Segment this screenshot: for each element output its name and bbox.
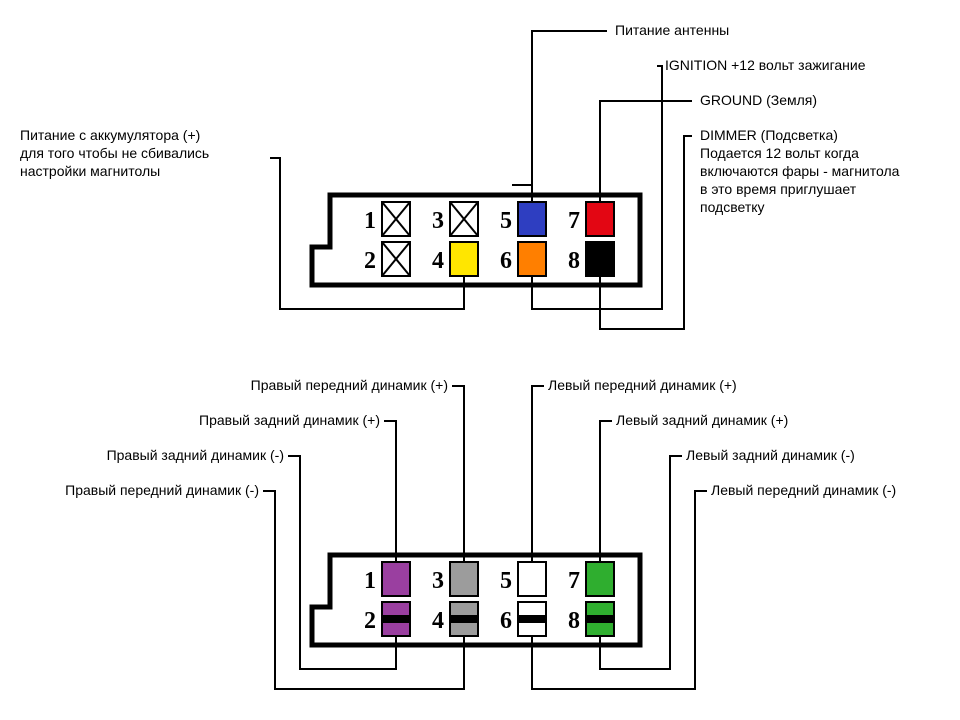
lead-a-pin5 (532, 31, 607, 202)
connector-b-pin-8-number: 8 (568, 608, 580, 634)
connector-a-pin-5 (518, 202, 546, 236)
label-b-pin4: Правый передний динамик (-) (65, 482, 259, 498)
label-b-pin1: Правый задний динамик (+) (199, 412, 380, 428)
label-a-pin4: Питание с аккумулятора (+)для того чтобы… (20, 127, 209, 179)
connector-b-pin-2-stripe (382, 615, 410, 623)
connector-b-pin-5-number: 5 (500, 568, 512, 594)
connector-b-pin-4-stripe (450, 615, 478, 623)
connector-a-pin-8 (586, 242, 614, 276)
connector-a-pin-7 (586, 202, 614, 236)
connector-a-pin-4-number: 4 (432, 248, 444, 274)
lead-b-pin3 (452, 386, 464, 562)
connector-b-pin-7-number: 7 (568, 568, 580, 594)
connector-a-pin-2-number: 2 (364, 248, 376, 274)
connector-b-pin-6-number: 6 (500, 608, 512, 634)
label-b-pin3: Правый передний динамик (+) (251, 377, 448, 393)
lead-b-pin2 (288, 456, 396, 669)
connector-b-pin-3 (450, 562, 478, 596)
connector-b-pin-8-stripe (586, 615, 614, 623)
label-b-pin6: Левый передний динамик (-) (711, 482, 896, 498)
connector-a-pin-4 (450, 242, 478, 276)
connector-a-pin-6 (518, 242, 546, 276)
connector-a-pin-3-number: 3 (432, 208, 444, 234)
lead-a-pin7 (600, 101, 692, 202)
connector-a-pin-7-number: 7 (568, 208, 580, 234)
label-a-pin6: IGNITION +12 вольт зажигание (665, 57, 866, 73)
label-b-pin2: Правый задний динамик (-) (107, 447, 284, 463)
label-b-pin7: Левый задний динамик (+) (616, 412, 788, 428)
connector-a-pin-1-number: 1 (364, 208, 376, 234)
lead-b-pin7 (600, 421, 612, 562)
label-b-pin8: Левый задний динамик (-) (686, 447, 855, 463)
wiring-diagram: 1 2 3 4 5 6 7 8 1 2 3 4 5 6 7 8 Питание антенны GROUND (З… (0, 0, 960, 720)
connector-b-pin-4-number: 4 (432, 608, 444, 634)
connector-b-pin-5 (518, 562, 546, 596)
connector-b-pin-7 (586, 562, 614, 596)
label-a-pin8: DIMMER (Подсветка)Подается 12 вольт когд… (700, 127, 900, 215)
connector-b-pin-1 (382, 562, 410, 596)
lead-b-pin6 (532, 491, 707, 689)
connector-a-pin-8-number: 8 (568, 248, 580, 274)
connector-b-pin-2-number: 2 (364, 608, 376, 634)
label-b-pin5: Левый передний динамик (+) (548, 377, 737, 393)
connector-b-pin-1-number: 1 (364, 568, 376, 594)
lead-b-pin5 (532, 386, 544, 562)
connector-b-pin-6-stripe (518, 615, 546, 623)
lead-b-pin1 (384, 421, 396, 562)
connector-a-pin-5-number: 5 (500, 208, 512, 234)
connector-a-pin-6-number: 6 (500, 248, 512, 274)
label-a-pin5: Питание антенны (615, 22, 729, 38)
label-a-pin7: GROUND (Земля) (700, 92, 817, 108)
connector-b-pin-3-number: 3 (432, 568, 444, 594)
